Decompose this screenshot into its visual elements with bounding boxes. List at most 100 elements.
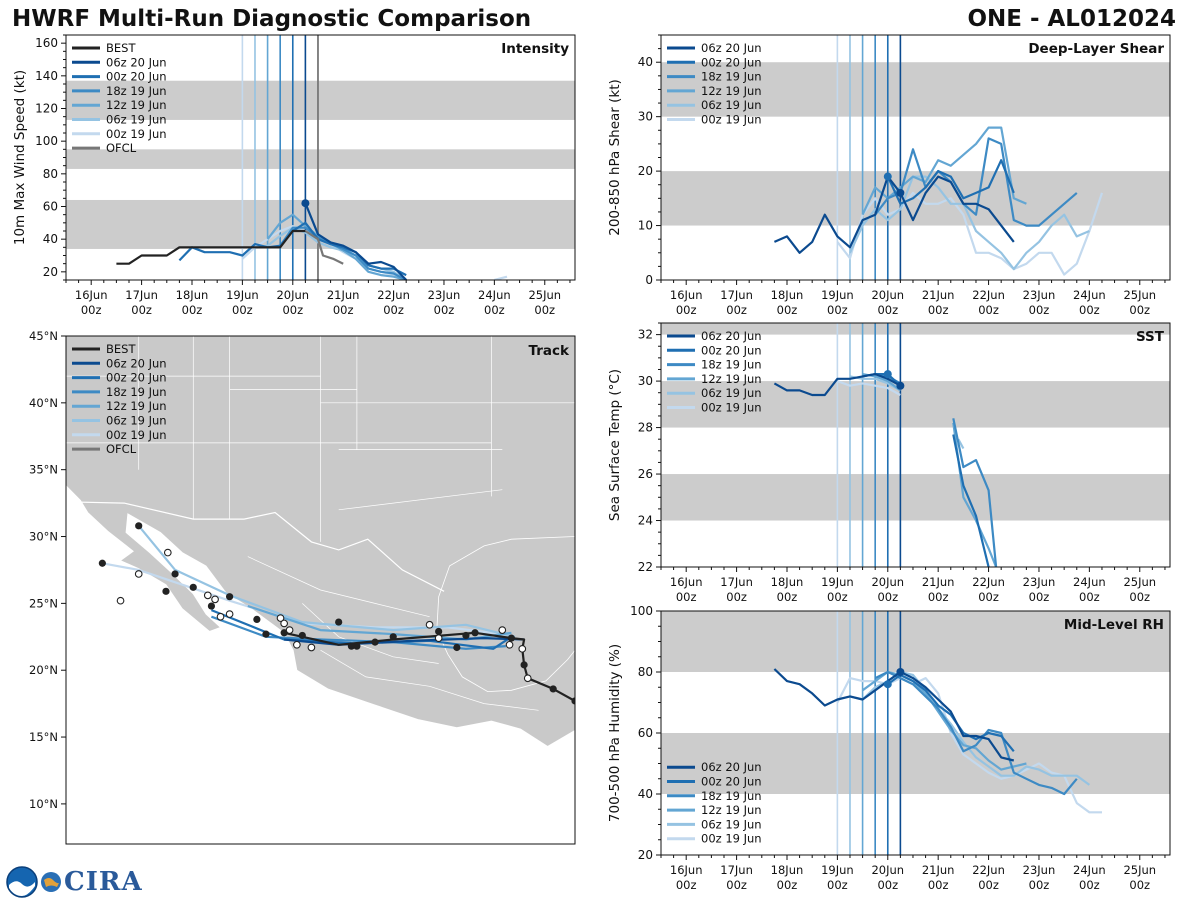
rh-xtick-label-day: 25Jun [1123,863,1156,877]
track-dot-filled-12 [298,631,306,640]
sst-ytick-label: 24 [638,514,653,528]
state-boundary-11 [338,489,503,511]
shear-plot-area [661,35,1170,280]
intensity-ytick-label: 120 [35,102,58,116]
track-dot-filled-0 [571,697,575,705]
shear-ytick-label: 30 [638,110,653,124]
track-dot-open-9 [280,619,288,628]
shear-legend-label-12z-19-jun: 12z 19 Jun [701,84,762,98]
sst-ytick-label: 22 [638,560,653,574]
shear-panel: 01020304016Jun00z17Jun00z18Jun00z19Jun00… [607,34,1171,317]
intensity-xtick-label-day: 22Jun [377,288,410,302]
intensity-xtick-label-hour: 00z [484,303,505,317]
shear-ytick-label: 40 [638,55,653,69]
rh-legend-label-12z-19-jun: 12z 19 Jun [701,803,762,817]
track-dot-open-5 [425,620,434,629]
intensity-plot-area [66,35,575,280]
sst-legend-label-06z-20-jun: 06z 20 Jun [701,329,762,343]
shear-legend-label-18z-19-jun: 18z 19 Jun [701,70,762,84]
track-dot-filled-11 [335,618,343,626]
intensity-xtick-label-hour: 00z [534,303,555,317]
shear-band-1 [661,62,1170,117]
intensity-legend-label-06z-20-jun: 06z 20 Jun [106,55,167,69]
sst-marker-00z-20-jun-1 [883,370,892,379]
cira-logo-text: CIRA [64,867,143,897]
shear-xtick-label-hour: 00z [726,303,747,317]
track-dot-open-1 [518,644,527,653]
rh-xtick-label-hour: 00z [827,878,848,892]
track-dot-filled-1 [549,685,557,693]
shear-xtick-label-hour: 00z [928,303,949,317]
track-lat-tick-label: 10°N [29,797,58,811]
track-dot-filled-20 [98,559,106,567]
shear-title: Deep-Layer Shear [1028,41,1164,57]
rh-xtick-label-hour: 00z [1029,878,1050,892]
shear-xtick-label-day: 22Jun [972,288,1005,302]
track-dot-open-0 [523,674,532,683]
shear-xtick-label-day: 21Jun [922,288,955,302]
intensity-xtick-label-day: 17Jun [125,288,158,302]
track-legend-label-00z-19-jun: 00z 19 Jun [106,428,167,442]
track-line-06z-19-jun-5 [137,525,516,638]
sst-legend-label-00z-20-jun: 00z 20 Jun [701,343,762,357]
sst-ytick-label: 30 [638,374,653,388]
sst-band-1 [661,381,1170,428]
shear-xtick-label-day: 18Jun [771,288,804,302]
track-dot-open-16 [134,570,143,578]
intensity-xtick-label-day: 23Jun [428,288,461,302]
sst-legend-label-06z-19-jun: 06z 19 Jun [701,386,762,400]
intensity-xtick-label-hour: 00z [434,303,455,317]
sst-series-00z-19-jun-9 [837,380,901,396]
track-dot-filled-22 [162,587,170,595]
globe-icon [41,872,61,892]
intensity-legend-label-00z-19-jun: 00z 19 Jun [106,127,167,141]
shear-xtick-label-hour: 00z [1029,303,1050,317]
sst-xtick-label-day: 19Jun [821,575,854,589]
track-dot-filled-15 [253,615,261,624]
shear-xtick-label-hour: 00z [777,303,798,317]
shear-xtick-label-day: 17Jun [720,288,753,302]
track-dot-filled-7 [389,633,397,641]
intensity-legend-label-06z-19-jun: 06z 19 Jun [106,113,167,127]
intensity-xtick-label-hour: 00z [282,303,303,317]
us-mexico-border [66,501,445,592]
logo: CIRA [6,866,143,898]
intensity-legend-label-ofcl: OFCL [106,141,137,155]
track-lat-tick-label: 45°N [29,329,58,343]
rh-marker-00z-20-jun-1 [883,680,892,689]
intensity-ytick-label: 100 [35,134,58,148]
track-line-06z-20-jun-1 [283,637,525,646]
shear-marker-00z-20-jun-1 [883,172,892,181]
state-boundary-14 [320,649,539,711]
rh-ytick-label: 40 [638,787,653,801]
shear-legend-label-00z-19-jun: 00z 19 Jun [701,113,762,127]
rh-legend-label-06z-20-jun: 06z 20 Jun [701,760,762,774]
rh-xtick-label-day: 17Jun [720,863,753,877]
intensity-ytick-label: 140 [35,69,58,83]
intensity-ylabel: 10m Max Wind Speed (kt) [12,70,28,245]
track-legend-label-06z-19-jun: 06z 19 Jun [106,414,167,428]
rh-ytick-label: 100 [630,604,653,618]
sst-xtick-label-hour: 00z [877,590,898,604]
sst-xtick-label-day: 16Jun [670,575,703,589]
track-lat-tick-label: 25°N [29,596,58,610]
sst-xtick-label-day: 23Jun [1023,575,1056,589]
sst-ytick-label: 26 [638,467,653,481]
sst-legend-label-12z-19-jun: 12z 19 Jun [701,372,762,386]
rh-xtick-label-day: 20Jun [871,863,904,877]
sst-xtick-label-day: 20Jun [871,575,904,589]
shear-ytick-label: 0 [645,273,653,287]
track-dot-open-3 [498,626,507,634]
track-dot-open-10 [276,614,285,622]
sst-band-2 [661,323,1170,335]
sst-xtick-label-hour: 00z [827,590,848,604]
track-dot-open-2 [505,640,514,649]
intensity-series-06z-20-jun-2 [304,202,407,280]
sst-xtick-label-hour: 00z [1029,590,1050,604]
rh-ylabel: 700-500 hPa Humidity (%) [607,644,623,822]
shear-xtick-label-hour: 00z [676,303,697,317]
rh-plot-area [661,611,1170,855]
shear-xtick-label-day: 24Jun [1073,288,1106,302]
track-dot-open-8 [285,626,294,634]
